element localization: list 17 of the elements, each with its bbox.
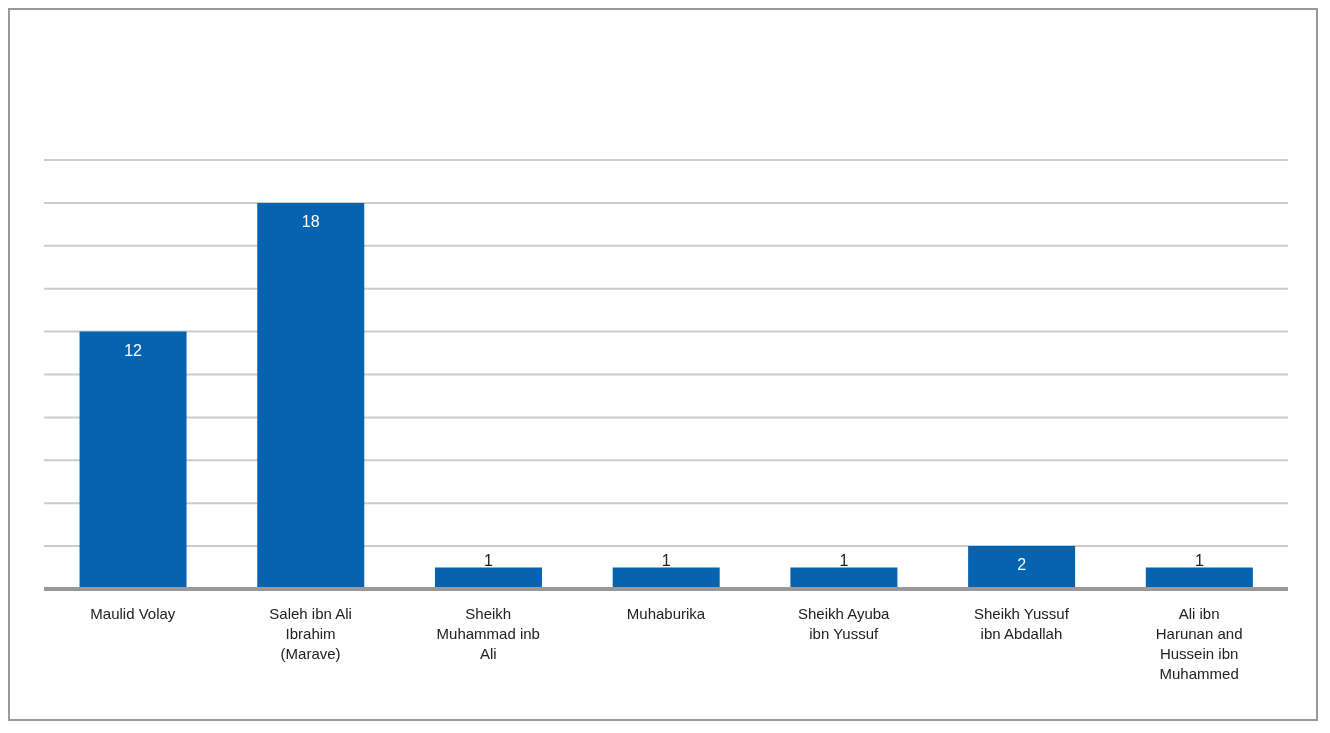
data-label: 18 [301,212,320,230]
bar [257,202,365,589]
x-tick-label: Maulid Volay [90,605,176,622]
data-label: 12 [124,341,143,359]
x-tick-label: Muhaburika [626,605,706,622]
x-tick-label: Ali ibn Harunan and Hussein ibn Muhammed [1155,605,1243,682]
data-label: 1 [661,551,671,569]
x-tick-label: Sheikh Ayuba ibn Yussuf [797,605,891,642]
data-label: 1 [839,551,849,569]
bar [79,331,187,589]
bar [968,546,1076,589]
data-label: 1 [484,551,494,569]
x-tick-label: Saleh ibn Ali Ibrahim (Marave) [269,605,352,662]
data-label: 2 [1017,556,1027,574]
x-tick-label: Sheikh Yussuf ibn Abdallah [974,605,1070,642]
x-tick-label: Sheikh Muhammad inb Ali [436,605,540,662]
data-label: 1 [1194,551,1204,569]
